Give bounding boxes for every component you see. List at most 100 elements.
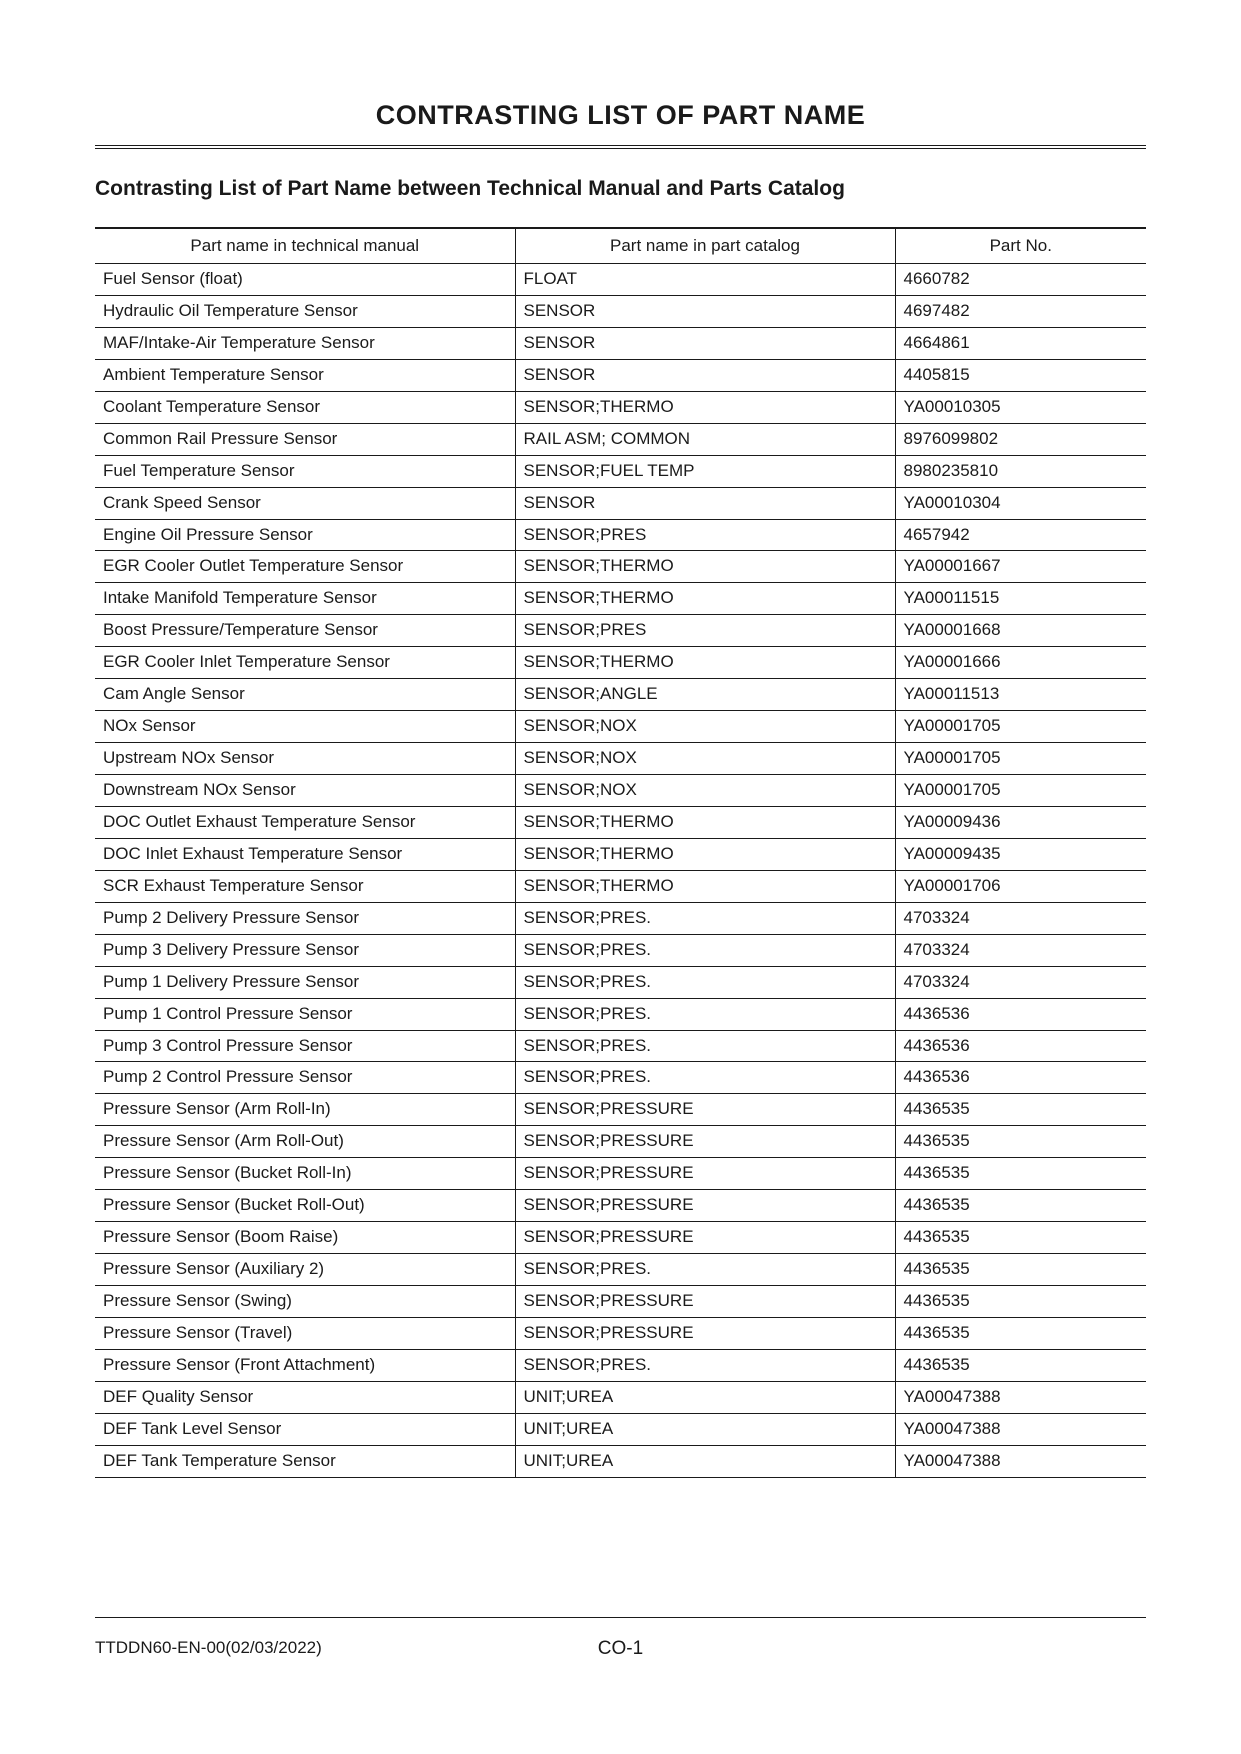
cell-part-catalog-name: SENSOR;NOX bbox=[515, 775, 895, 807]
cell-tech-manual-name: Pressure Sensor (Arm Roll-In) bbox=[95, 1094, 515, 1126]
page-main-title: CONTRASTING LIST OF PART NAME bbox=[95, 100, 1146, 131]
cell-tech-manual-name: EGR Cooler Inlet Temperature Sensor bbox=[95, 647, 515, 679]
cell-part-catalog-name: SENSOR bbox=[515, 359, 895, 391]
parts-contrast-table: Part name in technical manual Part name … bbox=[95, 227, 1146, 1478]
cell-part-catalog-name: RAIL ASM; COMMON bbox=[515, 423, 895, 455]
cell-part-catalog-name: SENSOR;THERMO bbox=[515, 391, 895, 423]
table-row: Pressure Sensor (Swing)SENSOR;PRESSURE44… bbox=[95, 1286, 1146, 1318]
table-row: Pressure Sensor (Auxiliary 2)SENSOR;PRES… bbox=[95, 1254, 1146, 1286]
cell-part-number: 4703324 bbox=[895, 902, 1146, 934]
column-header-part-catalog: Part name in part catalog bbox=[515, 228, 895, 264]
cell-part-number: YA00001706 bbox=[895, 870, 1146, 902]
table-row: DOC Inlet Exhaust Temperature SensorSENS… bbox=[95, 838, 1146, 870]
cell-tech-manual-name: NOx Sensor bbox=[95, 711, 515, 743]
cell-part-catalog-name: SENSOR;THERMO bbox=[515, 551, 895, 583]
cell-tech-manual-name: Pump 2 Control Pressure Sensor bbox=[95, 1062, 515, 1094]
cell-part-catalog-name: SENSOR;PRESSURE bbox=[515, 1158, 895, 1190]
cell-tech-manual-name: Hydraulic Oil Temperature Sensor bbox=[95, 295, 515, 327]
cell-part-catalog-name: SENSOR bbox=[515, 487, 895, 519]
cell-tech-manual-name: SCR Exhaust Temperature Sensor bbox=[95, 870, 515, 902]
table-row: Pressure Sensor (Bucket Roll-Out)SENSOR;… bbox=[95, 1190, 1146, 1222]
table-row: Coolant Temperature SensorSENSOR;THERMOY… bbox=[95, 391, 1146, 423]
cell-part-number: 4436535 bbox=[895, 1094, 1146, 1126]
table-row: Upstream NOx SensorSENSOR;NOXYA00001705 bbox=[95, 743, 1146, 775]
cell-tech-manual-name: Pump 3 Control Pressure Sensor bbox=[95, 1030, 515, 1062]
footer-page-number: CO-1 bbox=[598, 1638, 643, 1660]
cell-part-catalog-name: SENSOR;THERMO bbox=[515, 583, 895, 615]
cell-part-number: YA00001666 bbox=[895, 647, 1146, 679]
cell-tech-manual-name: Crank Speed Sensor bbox=[95, 487, 515, 519]
cell-part-catalog-name: SENSOR;NOX bbox=[515, 743, 895, 775]
cell-tech-manual-name: Fuel Temperature Sensor bbox=[95, 455, 515, 487]
cell-part-number: YA00047388 bbox=[895, 1381, 1146, 1413]
table-row: Pump 3 Control Pressure SensorSENSOR;PRE… bbox=[95, 1030, 1146, 1062]
cell-tech-manual-name: DOC Inlet Exhaust Temperature Sensor bbox=[95, 838, 515, 870]
cell-part-catalog-name: UNIT;UREA bbox=[515, 1413, 895, 1445]
cell-part-number: YA00001668 bbox=[895, 615, 1146, 647]
cell-part-catalog-name: SENSOR;PRESSURE bbox=[515, 1317, 895, 1349]
cell-part-catalog-name: SENSOR;THERMO bbox=[515, 647, 895, 679]
cell-part-number: YA00001667 bbox=[895, 551, 1146, 583]
table-row: Fuel Sensor (float)FLOAT4660782 bbox=[95, 264, 1146, 296]
cell-tech-manual-name: DOC Outlet Exhaust Temperature Sensor bbox=[95, 806, 515, 838]
cell-part-catalog-name: SENSOR;THERMO bbox=[515, 806, 895, 838]
cell-part-number: 4436535 bbox=[895, 1126, 1146, 1158]
cell-part-catalog-name: SENSOR;ANGLE bbox=[515, 679, 895, 711]
table-row: SCR Exhaust Temperature SensorSENSOR;THE… bbox=[95, 870, 1146, 902]
cell-tech-manual-name: DEF Tank Temperature Sensor bbox=[95, 1445, 515, 1477]
table-row: Pump 2 Control Pressure SensorSENSOR;PRE… bbox=[95, 1062, 1146, 1094]
cell-part-catalog-name: SENSOR;PRES. bbox=[515, 966, 895, 998]
footer-divider bbox=[95, 1617, 1146, 1618]
table-row: Pressure Sensor (Front Attachment)SENSOR… bbox=[95, 1349, 1146, 1381]
cell-part-number: 4436536 bbox=[895, 1030, 1146, 1062]
table-row: Pump 2 Delivery Pressure SensorSENSOR;PR… bbox=[95, 902, 1146, 934]
cell-part-number: YA00001705 bbox=[895, 775, 1146, 807]
cell-part-number: YA00010304 bbox=[895, 487, 1146, 519]
cell-part-number: YA00010305 bbox=[895, 391, 1146, 423]
table-row: Downstream NOx SensorSENSOR;NOXYA0000170… bbox=[95, 775, 1146, 807]
table-row: Pump 3 Delivery Pressure SensorSENSOR;PR… bbox=[95, 934, 1146, 966]
column-header-part-no: Part No. bbox=[895, 228, 1146, 264]
cell-part-number: 4657942 bbox=[895, 519, 1146, 551]
cell-part-catalog-name: UNIT;UREA bbox=[515, 1445, 895, 1477]
cell-tech-manual-name: Pressure Sensor (Arm Roll-Out) bbox=[95, 1126, 515, 1158]
cell-part-number: 4436535 bbox=[895, 1222, 1146, 1254]
cell-part-catalog-name: SENSOR;PRES. bbox=[515, 1030, 895, 1062]
table-row: Fuel Temperature SensorSENSOR;FUEL TEMP8… bbox=[95, 455, 1146, 487]
cell-tech-manual-name: Pressure Sensor (Front Attachment) bbox=[95, 1349, 515, 1381]
cell-tech-manual-name: Pressure Sensor (Bucket Roll-Out) bbox=[95, 1190, 515, 1222]
cell-tech-manual-name: Ambient Temperature Sensor bbox=[95, 359, 515, 391]
cell-part-catalog-name: SENSOR;PRES bbox=[515, 519, 895, 551]
cell-part-number: YA00009435 bbox=[895, 838, 1146, 870]
cell-part-number: 4436535 bbox=[895, 1317, 1146, 1349]
cell-part-catalog-name: SENSOR;FUEL TEMP bbox=[515, 455, 895, 487]
table-row: Engine Oil Pressure SensorSENSOR;PRES465… bbox=[95, 519, 1146, 551]
cell-tech-manual-name: Pressure Sensor (Boom Raise) bbox=[95, 1222, 515, 1254]
table-row: DOC Outlet Exhaust Temperature SensorSEN… bbox=[95, 806, 1146, 838]
cell-tech-manual-name: Intake Manifold Temperature Sensor bbox=[95, 583, 515, 615]
cell-part-catalog-name: SENSOR;NOX bbox=[515, 711, 895, 743]
cell-part-number: 4703324 bbox=[895, 934, 1146, 966]
table-row: Pump 1 Control Pressure SensorSENSOR;PRE… bbox=[95, 998, 1146, 1030]
cell-tech-manual-name: Pressure Sensor (Auxiliary 2) bbox=[95, 1254, 515, 1286]
cell-part-number: 4664861 bbox=[895, 327, 1146, 359]
cell-tech-manual-name: Pump 1 Delivery Pressure Sensor bbox=[95, 966, 515, 998]
cell-part-number: 4436535 bbox=[895, 1254, 1146, 1286]
cell-tech-manual-name: Pressure Sensor (Bucket Roll-In) bbox=[95, 1158, 515, 1190]
cell-part-number: 4660782 bbox=[895, 264, 1146, 296]
table-row: Pump 1 Delivery Pressure SensorSENSOR;PR… bbox=[95, 966, 1146, 998]
cell-tech-manual-name: Boost Pressure/Temperature Sensor bbox=[95, 615, 515, 647]
cell-part-catalog-name: SENSOR bbox=[515, 327, 895, 359]
cell-tech-manual-name: MAF/Intake-Air Temperature Sensor bbox=[95, 327, 515, 359]
cell-part-number: YA00001705 bbox=[895, 711, 1146, 743]
cell-tech-manual-name: Pressure Sensor (Travel) bbox=[95, 1317, 515, 1349]
cell-part-number: 4703324 bbox=[895, 966, 1146, 998]
cell-part-catalog-name: SENSOR;PRES bbox=[515, 615, 895, 647]
cell-part-number: 8980235810 bbox=[895, 455, 1146, 487]
cell-part-catalog-name: SENSOR bbox=[515, 295, 895, 327]
cell-part-catalog-name: SENSOR;PRES. bbox=[515, 1349, 895, 1381]
cell-tech-manual-name: Upstream NOx Sensor bbox=[95, 743, 515, 775]
cell-tech-manual-name: EGR Cooler Outlet Temperature Sensor bbox=[95, 551, 515, 583]
cell-part-catalog-name: SENSOR;PRESSURE bbox=[515, 1222, 895, 1254]
cell-tech-manual-name: Engine Oil Pressure Sensor bbox=[95, 519, 515, 551]
